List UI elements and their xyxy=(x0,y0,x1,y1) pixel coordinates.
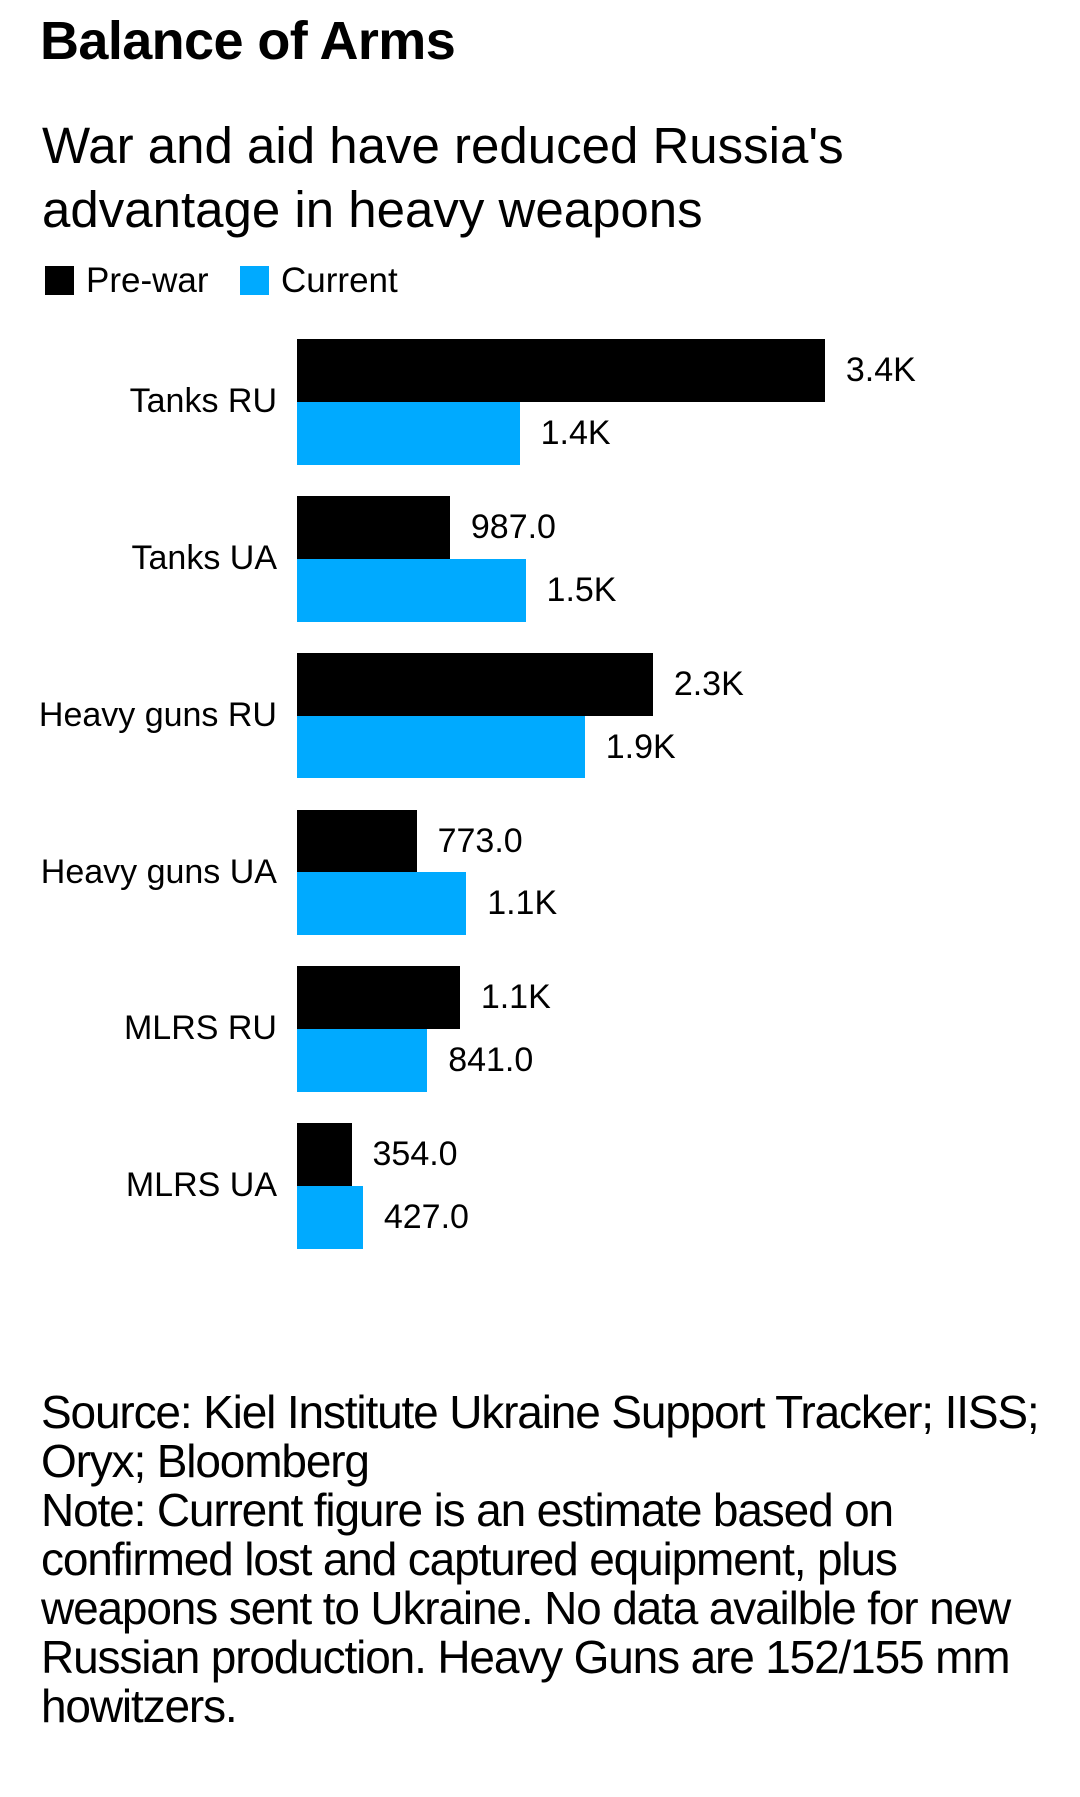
source-text: Source: Kiel Institute Ukraine Support T… xyxy=(41,1386,1040,1487)
bar-group-tanks-ua: Tanks UA 987.0 1.5K xyxy=(0,496,1080,622)
footnote: Source: Kiel Institute Ukraine Support T… xyxy=(41,1388,1076,1731)
chart-subtitle: War and aid have reduced Russia's advant… xyxy=(42,117,844,238)
bar-current xyxy=(296,715,585,779)
bar-pre-war xyxy=(296,966,460,1030)
bar-current xyxy=(296,558,526,622)
legend-label: Pre-war xyxy=(86,261,209,300)
bar-group-heavy-guns-ua: Heavy guns UA 773.0 1.1K xyxy=(0,809,1080,936)
legend-label: Current xyxy=(281,261,398,300)
legend-item-pre-war: Pre-war xyxy=(45,261,209,300)
value-label: 2.3K xyxy=(673,664,744,703)
value-label: 773.0 xyxy=(437,821,523,860)
value-label: 354.0 xyxy=(372,1135,458,1174)
bar-current xyxy=(296,872,467,936)
legend-swatch-pre-war xyxy=(45,266,74,295)
bar-group-heavy-guns-ru: Heavy guns RU 2.3K 1.9K xyxy=(0,652,1080,779)
bar-pre-war xyxy=(296,1123,352,1186)
value-label: 1.4K xyxy=(540,413,611,452)
category-label: MLRS UA xyxy=(125,1166,277,1205)
value-label: 1.1K xyxy=(480,978,551,1017)
value-label: 1.9K xyxy=(605,727,676,766)
value-label: 987.0 xyxy=(470,508,556,546)
bar-current xyxy=(296,401,520,465)
bar-group-mlrs-ru: MLRS RU 1.1K 841.0 xyxy=(0,966,1080,1092)
legend: Pre-war Current xyxy=(45,261,398,300)
chart-title: Balance of Arms xyxy=(40,11,456,71)
bar-group-mlrs-ua: MLRS UA 354.0 427.0 xyxy=(0,1123,1080,1249)
category-label: Tanks RU xyxy=(129,382,277,421)
bar-pre-war xyxy=(296,339,825,402)
bar-current xyxy=(296,1185,363,1249)
note-text: Note: Current figure is an estimate base… xyxy=(41,1484,1011,1732)
value-label: 1.5K xyxy=(546,570,617,609)
category-label: Heavy guns RU xyxy=(38,695,277,734)
bar-pre-war xyxy=(296,496,450,559)
value-label: 841.0 xyxy=(448,1041,534,1080)
bar-group-tanks-ru: Tanks RU 3.4K 1.4K xyxy=(0,339,1080,465)
legend-item-current: Current xyxy=(240,261,398,300)
bar-pre-war xyxy=(296,809,417,873)
category-label: Heavy guns UA xyxy=(40,852,277,891)
category-label: Tanks UA xyxy=(131,539,278,577)
category-label: MLRS RU xyxy=(123,1009,277,1048)
bar-current xyxy=(296,1029,428,1092)
bar-pre-war xyxy=(296,652,653,716)
value-label: 1.1K xyxy=(487,884,558,923)
value-label: 427.0 xyxy=(383,1197,469,1236)
value-label: 3.4K xyxy=(845,351,916,390)
bar-chart: Tanks RU 3.4K 1.4K Tanks UA 987.0 1.5K Heavy g… xyxy=(0,339,1080,1249)
legend-swatch-current xyxy=(240,266,270,295)
